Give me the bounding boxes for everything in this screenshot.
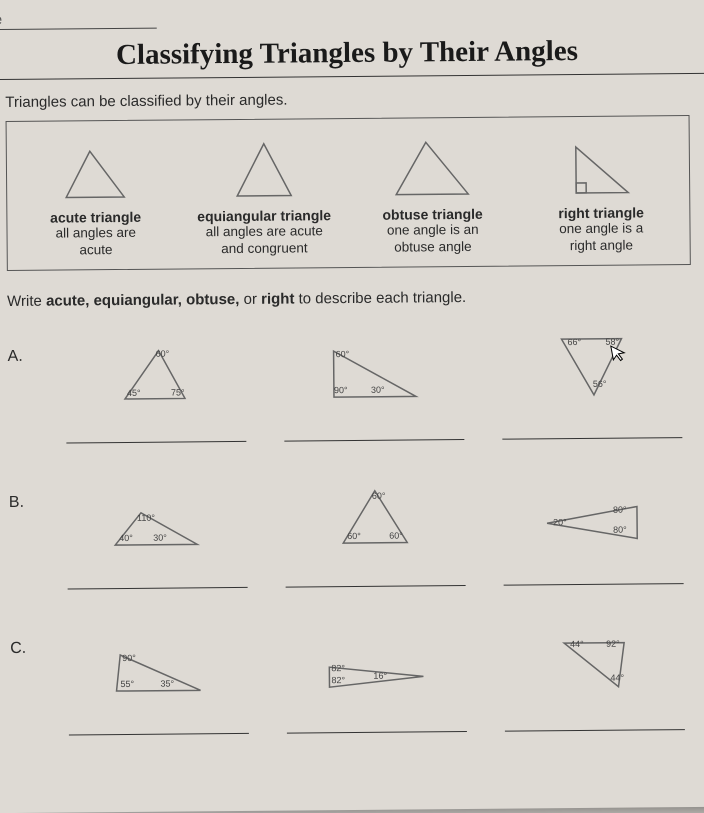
- def-desc: obtuse angle: [351, 238, 516, 256]
- svg-text:80°: 80°: [613, 524, 627, 534]
- def-desc: one angle is an: [350, 222, 515, 240]
- svg-text:16°: 16°: [373, 670, 387, 680]
- problem-cell: 66°58°56°: [491, 312, 692, 456]
- problem-cell: 90° 55° 35°: [58, 608, 259, 752]
- def-desc: all angles are: [13, 224, 178, 242]
- answer-line[interactable]: [505, 712, 685, 732]
- problem-cell: 20° 80° 80°: [493, 458, 694, 602]
- svg-text:82°: 82°: [331, 675, 345, 685]
- svg-text:60°: 60°: [389, 530, 403, 540]
- svg-text:60°: 60°: [336, 349, 350, 359]
- svg-text:30°: 30°: [371, 384, 385, 394]
- problem-grid: A. 60° 45° 75° 60° 90° 30° 66°58°56° B. 110° 40° 30…: [7, 312, 695, 752]
- worksheet-page: me Classifying Triangles by Their Angles…: [0, 0, 704, 813]
- def-desc: one angle is a: [519, 220, 684, 238]
- intro-text: Triangles can be classified by their ang…: [5, 88, 689, 111]
- problem-cell: 60° 60° 60°: [275, 460, 476, 604]
- answer-line[interactable]: [284, 422, 464, 442]
- cursor-icon: [608, 341, 632, 369]
- triangle-figure: 20° 80° 80°: [493, 458, 694, 546]
- name-label: me: [0, 10, 157, 31]
- svg-text:60°: 60°: [372, 490, 386, 500]
- def-desc: and congruent: [182, 240, 347, 258]
- definitions-box: acute triangleall angles areacuteequiang…: [6, 115, 691, 271]
- title-rule: [0, 73, 704, 80]
- svg-text:80°: 80°: [613, 504, 627, 514]
- svg-text:75°: 75°: [171, 387, 185, 397]
- def-name: right triangle: [519, 204, 684, 221]
- answer-line[interactable]: [502, 420, 682, 440]
- instruction: Write acute, equiangular, obtuse, or rig…: [7, 287, 691, 310]
- answer-line[interactable]: [67, 570, 247, 590]
- instr-prefix: Write: [7, 292, 46, 309]
- triangle-figure: 90° 55° 35°: [58, 608, 259, 696]
- svg-text:30°: 30°: [153, 532, 167, 542]
- svg-text:92°: 92°: [606, 638, 620, 648]
- problem-cell: 110° 40° 30°: [57, 462, 258, 606]
- answer-line[interactable]: [69, 716, 249, 736]
- def-desc: all angles are acute: [182, 223, 347, 241]
- def-shape: [181, 131, 346, 202]
- svg-text:60°: 60°: [156, 348, 170, 358]
- triangle-figure: 44° 92° 44°: [494, 604, 695, 692]
- svg-text:90°: 90°: [334, 385, 348, 395]
- def-shape: [13, 132, 178, 203]
- definition-right: right triangleone angle is aright angle: [518, 128, 684, 255]
- def-desc: right angle: [519, 237, 684, 255]
- svg-text:45°: 45°: [127, 388, 141, 398]
- row-label: C.: [10, 609, 40, 657]
- def-desc: acute: [14, 241, 179, 259]
- instr-bold: acute, equiangular, obtuse,: [46, 291, 240, 310]
- svg-text:40°: 40°: [119, 533, 133, 543]
- triangle-figure: 110° 40° 30°: [57, 462, 258, 550]
- svg-text:90°: 90°: [122, 653, 136, 663]
- instr-bold2: right: [261, 290, 294, 307]
- def-shape: [518, 128, 683, 199]
- page-title: Classifying Triangles by Their Angles: [5, 34, 689, 73]
- def-name: acute triangle: [13, 208, 178, 225]
- svg-text:60°: 60°: [347, 531, 361, 541]
- svg-text:20°: 20°: [553, 517, 567, 527]
- svg-text:56°: 56°: [593, 379, 607, 389]
- answer-line[interactable]: [285, 568, 465, 588]
- triangle-figure: 66°58°56°: [491, 312, 692, 400]
- answer-line[interactable]: [66, 424, 246, 444]
- svg-text:110°: 110°: [137, 512, 155, 522]
- def-name: obtuse triangle: [350, 206, 515, 223]
- svg-text:82°: 82°: [331, 663, 345, 673]
- problem-cell: 44° 92° 44°: [494, 604, 695, 748]
- instr-mid: or: [239, 291, 261, 308]
- row-label: A.: [7, 317, 37, 365]
- svg-text:66°: 66°: [567, 337, 581, 347]
- svg-text:44°: 44°: [610, 672, 624, 682]
- triangle-figure: 60° 45° 75°: [55, 316, 256, 404]
- def-shape: [350, 130, 515, 201]
- definition-equi: equiangular triangleall angles are acute…: [181, 131, 347, 258]
- def-name: equiangular triangle: [182, 207, 347, 224]
- answer-line[interactable]: [287, 714, 467, 734]
- definition-obtuse: obtuse triangleone angle is anobtuse ang…: [350, 130, 516, 257]
- definition-acute: acute triangleall angles areacute: [13, 132, 179, 259]
- svg-text:55°: 55°: [120, 679, 134, 689]
- answer-line[interactable]: [503, 566, 683, 586]
- problem-cell: 60° 45° 75°: [55, 316, 256, 460]
- instr-suffix: to describe each triangle.: [294, 289, 466, 307]
- problem-cell: 60° 90° 30°: [273, 314, 474, 458]
- triangle-figure: 82° 82° 16°: [276, 606, 477, 694]
- triangle-figure: 60° 60° 60°: [275, 460, 476, 548]
- svg-text:44°: 44°: [570, 639, 584, 649]
- row-label: B.: [9, 463, 39, 511]
- problem-cell: 82° 82° 16°: [276, 606, 477, 750]
- svg-text:35°: 35°: [160, 678, 174, 688]
- triangle-figure: 60° 90° 30°: [273, 314, 474, 402]
